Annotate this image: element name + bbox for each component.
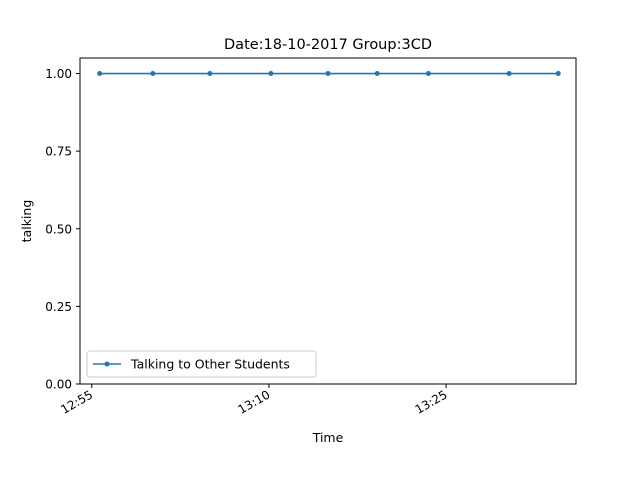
- x-tick-label: 12:55: [58, 387, 95, 416]
- x-axis: 12:55 13:10 13:25: [58, 384, 450, 417]
- y-tick-label: 0.25: [45, 300, 72, 314]
- chart-title: Date:18-10-2017 Group:3CD: [224, 37, 432, 53]
- data-point: [555, 71, 561, 77]
- y-axis: 0.00 0.25 0.50 0.75 1.00: [45, 67, 80, 392]
- data-point: [207, 71, 213, 77]
- data-point: [325, 71, 331, 77]
- x-tick-label: 13:10: [235, 387, 272, 416]
- legend-entry-label: Talking to Other Students: [130, 357, 290, 372]
- data-point: [506, 71, 512, 77]
- plot-series: [97, 71, 561, 77]
- data-point: [425, 71, 431, 77]
- y-tick-label: 0.50: [45, 222, 72, 236]
- y-tick-label: 1.00: [45, 67, 72, 81]
- data-point: [268, 71, 274, 77]
- legend-box: [86, 350, 317, 378]
- data-point: [374, 71, 380, 77]
- data-point: [150, 71, 156, 77]
- y-axis-label: talking: [19, 200, 34, 243]
- x-tick-label: 13:25: [413, 387, 450, 416]
- legend-marker-sample: [104, 361, 110, 367]
- data-point: [97, 71, 103, 77]
- x-axis-label: Time: [312, 430, 344, 445]
- legend: Talking to Other Students: [86, 350, 317, 378]
- plot-frame: [79, 57, 577, 385]
- y-tick-label: 0.00: [45, 378, 72, 392]
- y-tick-label: 0.75: [45, 145, 72, 159]
